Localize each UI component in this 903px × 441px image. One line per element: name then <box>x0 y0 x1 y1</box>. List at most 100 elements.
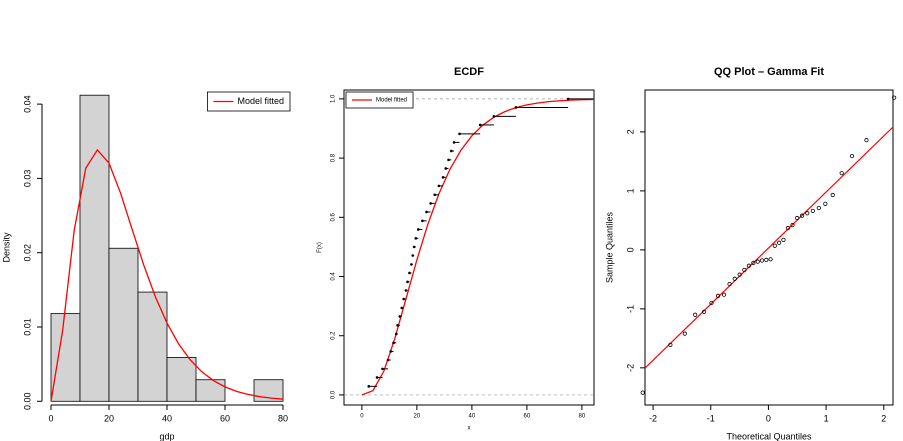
ecdf-point <box>429 202 432 205</box>
plot-frame <box>644 89 894 406</box>
y-tick-label: 0.0 <box>331 390 337 399</box>
x-tick-label: 2 <box>881 413 886 423</box>
x-tick-label: 20 <box>104 413 114 423</box>
ecdf-point <box>396 324 399 327</box>
y-axis-title: F(x) <box>317 242 323 253</box>
fitted-curve <box>50 148 284 402</box>
chart-title: ECDF <box>454 66 484 78</box>
qq-point <box>790 222 795 228</box>
qq-point <box>709 300 714 306</box>
ecdf-point <box>441 176 445 179</box>
chart-title: QQ Plot – Gamma Fit <box>714 66 824 78</box>
ecdf-point <box>449 149 453 153</box>
legend-label: Model fitted <box>376 98 407 104</box>
bar <box>108 247 139 402</box>
ecdf-point <box>416 228 420 231</box>
qq-point <box>668 342 673 347</box>
ecdf-point <box>367 385 371 388</box>
x-tick-label: 0 <box>360 414 364 420</box>
qq-point <box>702 309 707 314</box>
bar <box>79 94 110 402</box>
ecdf-point <box>402 297 405 301</box>
ecdf-point <box>437 184 441 188</box>
bar <box>253 379 284 402</box>
ecdf-point <box>410 263 413 266</box>
ecdf-point <box>406 280 409 284</box>
ecdf-point <box>400 306 404 310</box>
ecdf-point <box>389 350 393 353</box>
x-axis-title: Theoretical Quantiles <box>726 431 812 441</box>
ecdf-point <box>447 158 450 162</box>
ecdf-point <box>514 106 518 109</box>
ecdf-point <box>492 115 496 118</box>
qq-point <box>785 225 791 231</box>
x-tick-label: -1 <box>707 413 715 423</box>
y-tick-label: 0.2 <box>331 331 337 340</box>
x-tick-label: 40 <box>162 413 172 423</box>
x-tick-label: 80 <box>579 414 586 420</box>
x-axis-title: gdp <box>159 431 174 441</box>
ecdf-point <box>404 289 408 292</box>
qq-point <box>721 292 727 297</box>
qq-point <box>816 205 821 211</box>
qq-point <box>830 192 835 198</box>
qq-point <box>755 259 760 264</box>
bar <box>166 357 197 402</box>
x-tick-label: 40 <box>469 414 476 420</box>
ecdf-point <box>386 358 390 362</box>
ecdf-point <box>375 376 379 379</box>
y-tick-label: 1 <box>625 188 635 193</box>
qq-point <box>849 153 855 159</box>
bar <box>50 313 81 402</box>
ecdf-point <box>478 123 482 127</box>
qq-point <box>693 312 698 317</box>
qq-point <box>839 171 844 176</box>
x-tick-label: 0 <box>766 413 771 423</box>
ecdf-point <box>381 367 384 371</box>
reference-line <box>644 126 894 369</box>
x-tick-label: 20 <box>414 414 421 420</box>
qq-point <box>800 213 805 218</box>
legend-box <box>345 91 414 109</box>
qq-point <box>795 215 800 221</box>
bar <box>137 291 168 402</box>
qq-point <box>823 201 828 206</box>
legend-box <box>207 91 291 112</box>
ecdf-point <box>433 193 437 197</box>
y-tick-label: -2 <box>625 364 635 372</box>
y-tick-label: 0.01 <box>22 318 32 336</box>
y-tick-label: 0.00 <box>22 393 32 411</box>
qq-point <box>742 267 747 273</box>
y-tick-label: 0 <box>625 247 635 252</box>
ecdf-point <box>398 315 402 318</box>
ecdf-point <box>421 219 424 223</box>
y-tick-label: 1.0 <box>331 94 337 103</box>
qq-point <box>864 138 869 143</box>
ecdf-point <box>394 332 398 336</box>
qq-point <box>759 258 765 263</box>
qq-point <box>805 211 810 216</box>
x-tick-label: 1 <box>824 413 829 423</box>
y-tick-label: -1 <box>625 305 635 313</box>
ecdf-point <box>444 167 448 170</box>
qq-point <box>776 240 782 245</box>
y-tick-label: 0.6 <box>331 212 337 221</box>
ecdf-point <box>411 254 415 257</box>
qq-point <box>727 281 732 287</box>
x-tick-label: 60 <box>220 413 230 423</box>
x-tick-label: -2 <box>649 413 657 423</box>
ecdf-point <box>414 237 418 240</box>
legend-label: Model fitted <box>237 96 284 106</box>
ecdf-point <box>412 245 416 249</box>
qq-point <box>737 272 742 277</box>
x-tick-label: 0 <box>48 413 53 423</box>
ecdf-point <box>566 97 570 101</box>
qq-point <box>715 293 721 298</box>
plot-frame <box>343 89 595 406</box>
bar <box>195 379 226 402</box>
qq-point <box>781 237 786 242</box>
qq-point <box>732 276 737 281</box>
y-axis-title: Sample Quantiles <box>605 211 615 283</box>
qq-point <box>746 263 752 268</box>
